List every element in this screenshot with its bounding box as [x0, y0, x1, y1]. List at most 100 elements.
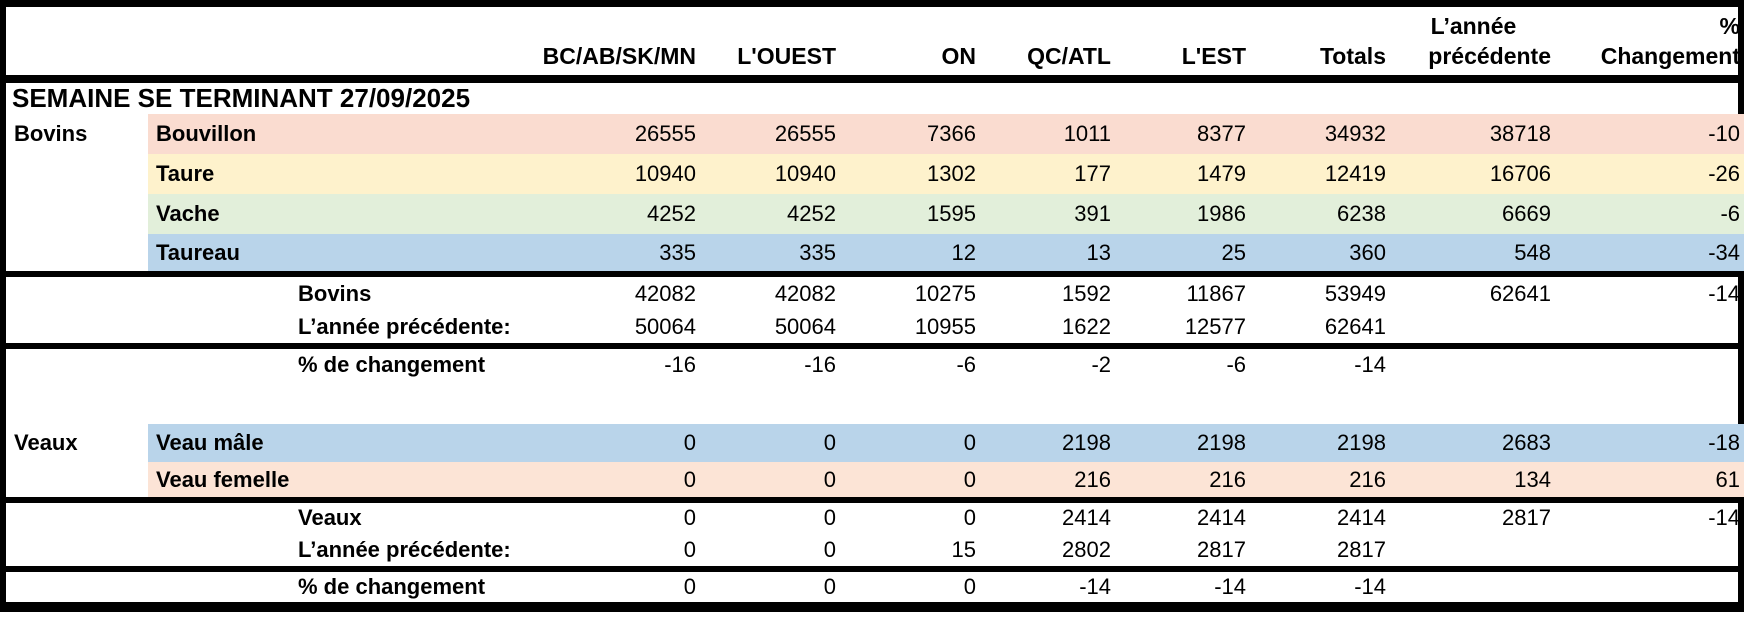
- column-header-top: [706, 13, 836, 42]
- data-cell: 2802: [1062, 536, 1111, 562]
- data-cell: [1396, 533, 1561, 569]
- category-label: Bouvillon: [156, 121, 257, 146]
- data-cell: 2817: [1396, 497, 1561, 533]
- data-cell: 0: [683, 430, 696, 455]
- data-cell: 134: [1514, 466, 1551, 492]
- data-cell: -14: [1121, 566, 1256, 602]
- column-header-top: [1256, 13, 1386, 42]
- data-cell: [1396, 343, 1561, 380]
- column-header-totals: Totals: [1256, 7, 1396, 83]
- row-veau-femelle: Veau femelle 0 0 0 216 216 216 134 61: [6, 462, 1744, 500]
- data-cell: -34: [1708, 239, 1740, 265]
- data-cell: 2414: [986, 497, 1121, 533]
- total-label: Veaux: [290, 497, 518, 533]
- data-cell: 2414: [1256, 497, 1396, 533]
- data-cell: 2198: [1062, 430, 1111, 455]
- data-cell: -10: [1708, 121, 1740, 146]
- spacer: [148, 343, 290, 380]
- title-row: SEMAINE SE TERMINANT 27/09/2025: [6, 79, 1744, 114]
- category-label: Taure: [156, 161, 215, 186]
- category-label: Vache: [156, 201, 220, 226]
- section-spacer: [6, 343, 148, 380]
- data-cell: 15: [951, 536, 976, 562]
- data-cell: 34932: [1324, 121, 1386, 146]
- data-cell: [1396, 310, 1561, 346]
- spacer: [148, 271, 290, 310]
- data-cell: -26: [1708, 161, 1740, 186]
- data-cell: 0: [706, 497, 846, 533]
- data-cell: 42082: [518, 271, 706, 310]
- data-cell: 0: [846, 497, 986, 533]
- column-header-bc-ab-sk-mn: BC/AB/SK/MN: [518, 7, 706, 83]
- blank-cell: [6, 380, 1744, 424]
- data-cell: -2: [986, 343, 1121, 380]
- spacer: [148, 310, 290, 346]
- section-spacer: [6, 194, 148, 234]
- column-header-label: Changement: [1600, 42, 1740, 69]
- data-cell: -16: [706, 343, 846, 380]
- data-cell: 2683: [1502, 430, 1551, 455]
- column-header-qc-atl: QC/ATL: [986, 7, 1121, 83]
- row-veaux-previous-year: L’année précédente: 0 0 15 2802 2817 281…: [6, 533, 1744, 569]
- section-spacer: [6, 234, 148, 274]
- data-cell: -14: [1561, 271, 1744, 310]
- data-cell: 16706: [1489, 161, 1551, 186]
- data-cell: 0: [963, 430, 976, 455]
- row-bovins-pct-change: % de changement -16 -16 -6 -2 -6 -14: [6, 343, 1744, 380]
- section-spacer: [6, 533, 148, 569]
- section-spacer: [6, 497, 148, 533]
- data-cell: 2817: [1337, 536, 1386, 562]
- row-taure: Taure 10940 10940 1302 177 1479 12419 16…: [6, 154, 1744, 194]
- column-header-label: ON: [941, 42, 977, 69]
- header-row: BC/AB/SK/MN L'OUEST ON QC/ATL L'EST Tota…: [6, 7, 1744, 83]
- category-label: Veau mâle: [156, 430, 264, 455]
- previous-year-label: L’année précédente:: [298, 313, 511, 339]
- row-taureau: Taureau 335 335 12 13 25 360 548 -34: [6, 234, 1744, 274]
- data-cell: 391: [1074, 201, 1111, 226]
- data-cell: 10940: [774, 161, 836, 186]
- column-header-louest: L'OUEST: [706, 7, 846, 83]
- row-bovins-total: Bovins 42082 42082 10275 1592 11867 5394…: [6, 271, 1744, 310]
- data-cell: 6238: [1337, 201, 1386, 226]
- pct-change-label: % de changement: [290, 343, 518, 380]
- data-cell: 1986: [1197, 201, 1246, 226]
- column-header-label: QC/ATL: [1027, 42, 1111, 69]
- data-cell: -14: [1256, 343, 1396, 380]
- data-cell: -14: [1561, 497, 1744, 533]
- data-cell: 0: [846, 566, 986, 602]
- data-cell: 6669: [1502, 201, 1551, 226]
- data-cell: 13: [1086, 239, 1111, 265]
- column-header-top: [1121, 13, 1246, 42]
- data-cell: 0: [823, 536, 836, 562]
- data-cell: 8377: [1197, 121, 1246, 146]
- column-header-label: Totals: [1319, 42, 1386, 69]
- data-cell: 50064: [774, 313, 836, 339]
- data-cell: 0: [683, 466, 696, 492]
- data-cell: -16: [518, 343, 706, 380]
- data-cell: 38718: [1489, 121, 1551, 146]
- row-veaux-pct-change: % de changement 0 0 0 -14 -14 -14: [6, 566, 1744, 602]
- data-cell: -6: [1121, 343, 1256, 380]
- data-cell: 0: [683, 536, 696, 562]
- column-header-top: [518, 13, 696, 42]
- category-label: Taureau: [156, 239, 240, 265]
- column-header-annee-precedente: L’année précédente: [1396, 7, 1561, 83]
- data-cell: -14: [986, 566, 1121, 602]
- row-bouvillon: Bovins Bouvillon 26555 26555 7366 1011 8…: [6, 114, 1744, 154]
- data-table: BC/AB/SK/MN L'OUEST ON QC/ATL L'EST Tota…: [6, 7, 1744, 602]
- column-header-pct-changement: % Changement: [1561, 7, 1744, 83]
- data-cell: 216: [1074, 466, 1111, 492]
- data-cell: 10940: [634, 161, 696, 186]
- spacer: [148, 533, 290, 569]
- spacer: [148, 566, 290, 602]
- data-cell: -6: [846, 343, 986, 380]
- data-cell: 0: [963, 466, 976, 492]
- blank-row: [6, 380, 1744, 424]
- row-bovins-previous-year: L’année précédente: 50064 50064 10955 16…: [6, 310, 1744, 346]
- column-header-top: %: [1719, 13, 1740, 40]
- data-cell: [1396, 566, 1561, 602]
- data-cell: 2414: [1121, 497, 1256, 533]
- column-header-label: L'OUEST: [737, 42, 836, 69]
- data-cell: 335: [659, 239, 696, 265]
- data-cell: [1561, 566, 1744, 602]
